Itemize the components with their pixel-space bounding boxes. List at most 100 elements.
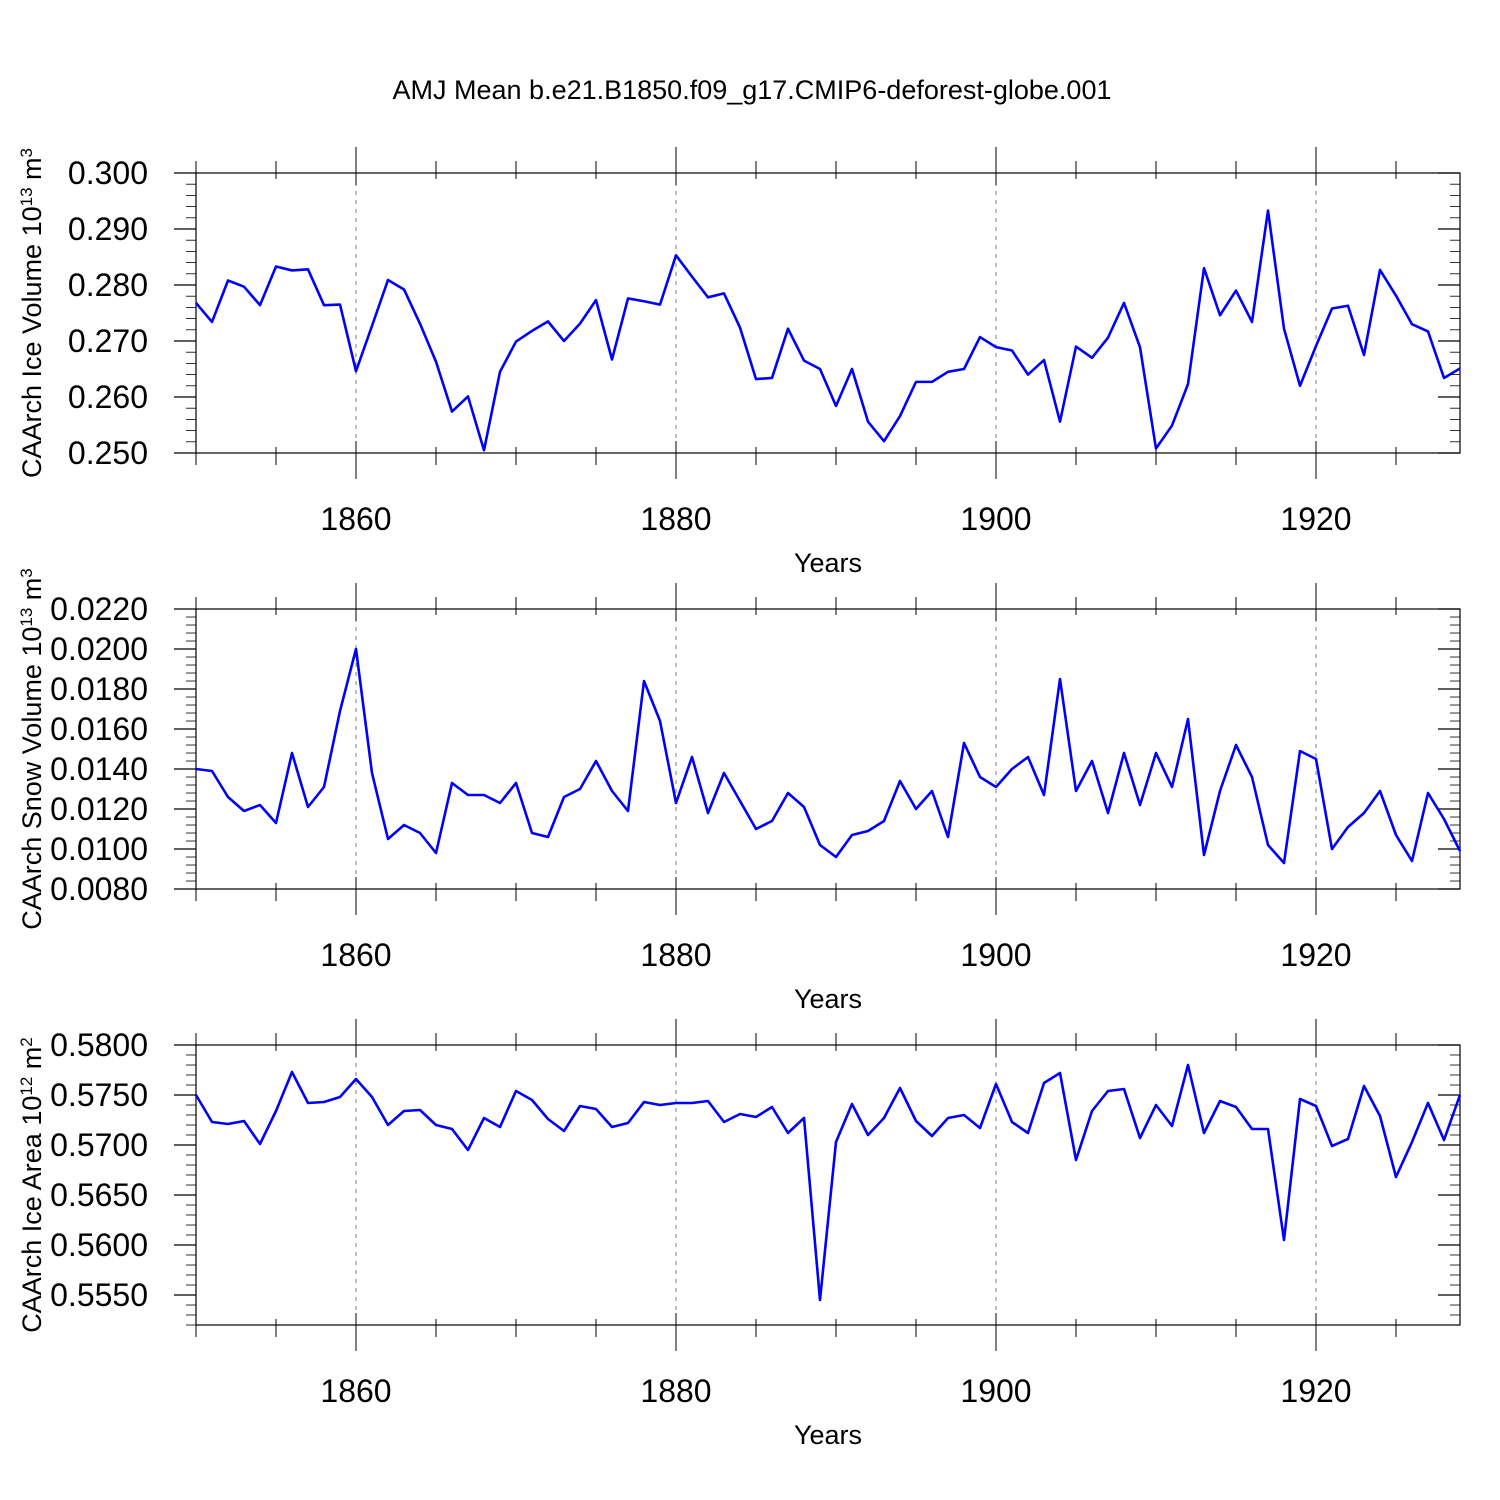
y-tick-label: 0.250 (68, 435, 148, 471)
data-point (1443, 1139, 1445, 1141)
y-tick-label: 0.0200 (50, 631, 148, 667)
data-point (387, 279, 389, 281)
x-tick-label: 1920 (1280, 937, 1351, 973)
data-point (1091, 1110, 1093, 1112)
figure-title: AMJ Mean b.e21.B1850.f09_g17.CMIP6-defor… (393, 75, 1112, 105)
data-point (499, 371, 501, 373)
data-point (611, 1126, 613, 1128)
data-point (1187, 1064, 1189, 1066)
series-line (195, 209, 1461, 452)
data-point (851, 834, 853, 836)
data-point (675, 802, 677, 804)
series-line (195, 647, 1462, 865)
data-point (1011, 349, 1013, 351)
data-point (675, 1102, 677, 1104)
y-axis-label-part: 3 (17, 568, 36, 577)
data-point (899, 780, 901, 782)
data-point (659, 303, 661, 305)
data-point (1331, 1145, 1333, 1147)
data-point (931, 1135, 933, 1137)
data-point (387, 1124, 389, 1126)
data-point (1267, 844, 1269, 846)
data-point (723, 292, 725, 294)
data-point (1219, 790, 1221, 792)
data-point (1235, 1106, 1237, 1108)
y-tick-label: 0.280 (68, 267, 148, 303)
data-point (403, 288, 405, 290)
y-axis-label: CAArch Ice Volume 1013 m3 (17, 148, 47, 478)
data-point (1395, 1176, 1397, 1178)
data-point (259, 304, 261, 306)
data-point (1411, 860, 1413, 862)
y-tick-label: 0.290 (68, 211, 148, 247)
data-point (403, 1110, 405, 1112)
data-point (1219, 314, 1221, 316)
data-point (1363, 812, 1365, 814)
y-axis-label-part: m (17, 157, 47, 180)
x-tick-label: 1860 (320, 1373, 391, 1409)
y-axis-label-part: m (17, 578, 47, 601)
data-point (979, 776, 981, 778)
data-point (1171, 786, 1173, 788)
y-axis-label-part: 12 (17, 1077, 36, 1096)
data-point (1411, 1141, 1413, 1143)
data-point (1043, 359, 1045, 361)
data-point (515, 340, 517, 342)
data-point (995, 786, 997, 788)
data-point (1139, 804, 1141, 806)
data-point (659, 1104, 661, 1106)
y-axis-label-part: 2 (17, 1037, 36, 1046)
data-point (947, 371, 949, 373)
y-tick-label: 0.5600 (50, 1227, 148, 1263)
chart-panel-1: 0.250 0.260 0.270 0.280 0.290 0.300 1860 1880 19… (17, 147, 1461, 578)
data-point (915, 381, 917, 383)
data-point (451, 410, 453, 412)
y-axis-label: CAArch Snow Volume 1013 m3 (17, 568, 47, 930)
data-point (515, 1090, 517, 1092)
data-point (227, 796, 229, 798)
data-point (227, 279, 229, 281)
data-point (643, 300, 645, 302)
data-point (483, 449, 485, 451)
data-point (1203, 267, 1205, 269)
data-point (307, 1102, 309, 1104)
data-point (259, 804, 261, 806)
data-point (1075, 790, 1077, 792)
y-tick-label: 0.0180 (50, 671, 148, 707)
data-point (1459, 850, 1461, 852)
data-point (723, 1121, 725, 1123)
data-point (1459, 1094, 1461, 1096)
data-point (1075, 345, 1077, 347)
data-point (323, 786, 325, 788)
y-tick-label: 0.0220 (50, 591, 148, 627)
data-point (755, 828, 757, 830)
data-point (531, 832, 533, 834)
data-point (291, 269, 293, 271)
data-point (1011, 768, 1013, 770)
data-point (1363, 354, 1365, 356)
data-point (1299, 1098, 1301, 1100)
data-point (307, 268, 309, 270)
y-axis-label-part: 13 (17, 187, 36, 206)
data-point (1235, 289, 1237, 291)
data-point (979, 336, 981, 338)
x-tick-label: 1900 (960, 501, 1031, 537)
data-point (387, 838, 389, 840)
data-point (771, 820, 773, 822)
data-point (499, 1126, 501, 1128)
data-point (915, 808, 917, 810)
data-point (1043, 794, 1045, 796)
data-point (1027, 756, 1029, 758)
x-tick-label: 1860 (320, 937, 391, 973)
chart-panel-2: 0.0080 0.0100 0.0120 0.0140 0.0160 0.0180 0.02… (17, 568, 1462, 1014)
data-point (259, 1143, 261, 1145)
data-point (835, 856, 837, 858)
data-point (467, 794, 469, 796)
data-point (275, 1110, 277, 1112)
data-point (1235, 744, 1237, 746)
data-point (739, 326, 741, 328)
data-point (1411, 323, 1413, 325)
y-tick-label: 0.5800 (50, 1027, 148, 1063)
data-point (1395, 294, 1397, 296)
